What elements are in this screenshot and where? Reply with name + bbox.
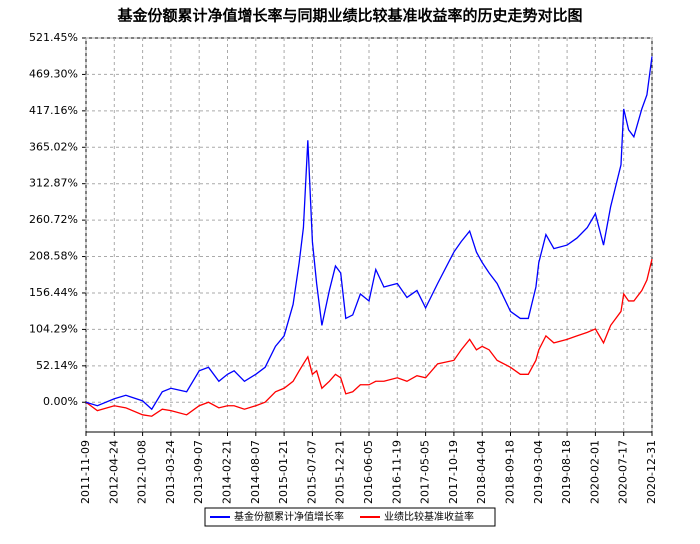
x-tick-label: 2019-03-04 [532,440,545,504]
x-tick-label: 2015-07-07 [305,440,318,504]
y-tick-label: 260.72% [29,213,78,226]
y-tick-label: 208.58% [29,250,78,263]
y-tick-label: 52.14% [36,359,78,372]
x-tick-label: 2016-11-19 [390,440,403,504]
legend-box [204,507,496,527]
y-tick-label: 365.02% [29,140,78,153]
x-tick-label: 2013-03-24 [164,440,177,504]
y-tick-label: 469.30% [29,67,78,80]
series-line [85,56,653,411]
y-tick-label: 312.87% [29,177,78,190]
x-tick-label: 2020-07-17 [617,440,630,504]
x-tick-label: 2012-10-08 [136,440,149,504]
chart-title: 基金份额累计净值增长率与同期业绩比较基准收益率的历史走势对比图 [116,7,582,25]
y-tick-label: 417.16% [29,104,78,117]
x-tick-label: 2017-05-05 [419,440,432,504]
x-tick-label: 2013-09-07 [192,440,205,504]
x-tick-label: 2020-12-31 [645,440,658,504]
x-tick-label: 2020-02-01 [588,440,601,504]
legend: 基金份额累计净值增长率 业绩比较基准收益率 [204,507,496,527]
legend-label: 业绩比较基准收益率 [384,510,474,523]
plot-area [85,37,653,433]
x-tick-label: 2012-04-24 [107,440,120,504]
x-tick-label: 2019-08-18 [560,440,573,504]
legend-label: 基金份额累计净值增长率 [234,510,344,523]
y-tick-label: 156.44% [29,286,78,299]
x-tick-label: 2011-11-09 [79,440,92,504]
y-tick-label: 104.29% [29,322,78,335]
y-tick-label: 521.45% [29,31,78,44]
x-tick-label: 2014-08-07 [249,440,262,504]
series-line [85,258,653,417]
x-tick-label: 2015-01-21 [277,440,290,504]
x-tick-label: 2016-06-05 [362,440,375,504]
x-tick-label: 2017-10-19 [447,440,460,504]
x-tick-label: 2015-12-21 [334,440,347,504]
x-tick-label: 2014-02-21 [221,440,234,504]
x-tick-label: 2018-04-04 [475,440,488,504]
y-tick-label: 0.00% [43,395,78,408]
x-tick-label: 2018-09-18 [504,440,517,504]
